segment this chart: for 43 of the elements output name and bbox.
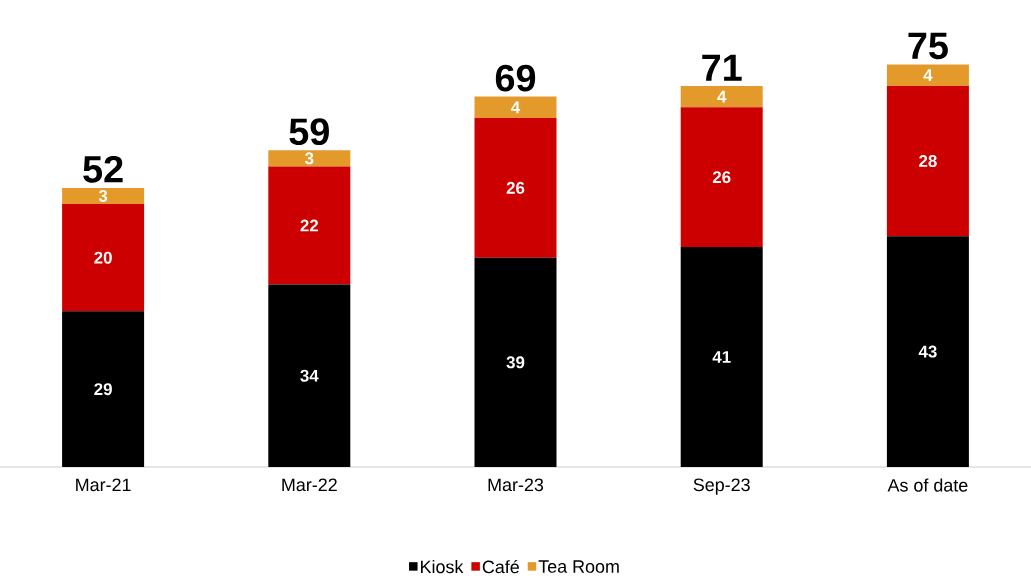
legend-label: Kiosk xyxy=(421,560,464,574)
bar xyxy=(268,166,351,285)
x-tick-label: Mar-23 xyxy=(488,478,544,492)
data-label: 3 xyxy=(304,152,314,165)
bar xyxy=(62,203,145,312)
bar xyxy=(268,284,351,467)
bar xyxy=(680,85,763,108)
data-label: 28 xyxy=(919,155,937,168)
data-label: 41 xyxy=(712,351,731,363)
total-label: 75 xyxy=(908,32,948,60)
data-label: 43 xyxy=(918,345,937,358)
data-label: 34 xyxy=(300,369,319,382)
x-tick-label: Sep-23 xyxy=(693,478,750,495)
bar xyxy=(680,107,763,247)
data-label: 39 xyxy=(506,356,525,369)
data-label: 26 xyxy=(506,181,525,194)
legend-label: Café xyxy=(482,559,519,574)
legend-label: Tea Room xyxy=(538,560,619,573)
bar xyxy=(62,187,145,204)
bar xyxy=(886,85,969,237)
bar xyxy=(474,96,557,119)
data-label: 26 xyxy=(712,171,731,184)
data-label: 4 xyxy=(511,101,521,114)
total-label: 71 xyxy=(702,54,742,81)
bar xyxy=(474,257,557,467)
data-label: 4 xyxy=(923,69,933,81)
x-tick-label: Mar-21 xyxy=(76,478,131,492)
bar xyxy=(62,311,145,467)
x-tick-label: Mar-22 xyxy=(282,478,337,492)
data-label: 29 xyxy=(94,383,112,396)
total-label: 59 xyxy=(289,118,329,146)
data-label: 4 xyxy=(717,90,727,103)
bar xyxy=(680,246,763,467)
data-label: 22 xyxy=(300,219,319,232)
total-label: 69 xyxy=(495,64,536,92)
bar xyxy=(886,64,969,86)
x-tick-label: As of date xyxy=(887,478,968,492)
data-label: 20 xyxy=(94,251,112,264)
bar xyxy=(474,118,557,258)
bar xyxy=(886,236,969,467)
total-label: 52 xyxy=(83,155,123,183)
data-label: 3 xyxy=(98,189,108,202)
bar xyxy=(268,150,351,167)
